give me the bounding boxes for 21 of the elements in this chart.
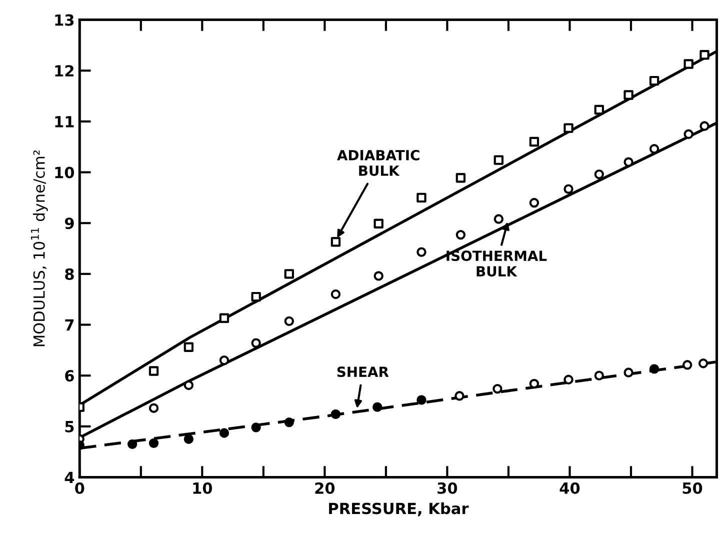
y-tick-label: 12 (55, 65, 74, 76)
x-tick-label: 20 (315, 482, 335, 494)
x-tick-label: 30 (438, 482, 458, 494)
y-tick-label: 9 (64, 218, 74, 230)
x-tick-label: 0 (75, 482, 84, 494)
y-axis-title: MODULUS, 10$^{11}$ dyne/cm² (31, 150, 48, 346)
y-tick-label: 10 (55, 166, 74, 178)
y-tick-label: 7 (65, 319, 74, 331)
annotation: ISOTHERMAL BULK (446, 250, 547, 277)
y-tick-label: 5 (65, 421, 74, 432)
y-tick-label: 13 (55, 14, 74, 26)
x-tick-label: 10 (193, 482, 212, 494)
y-tick-label: 6 (65, 370, 74, 382)
annotation: SHEAR (337, 366, 389, 378)
x-tick-label: 40 (560, 482, 580, 494)
annotation: ADIABATIC BULK (337, 150, 420, 176)
x-tick-label: 50 (682, 482, 702, 494)
x-axis-title: PRESSURE, Kbar (329, 502, 469, 516)
y-tick-label: 4 (64, 472, 74, 484)
y-tick-label: 8 (65, 268, 74, 280)
y-tick-label: 11 (55, 116, 74, 128)
